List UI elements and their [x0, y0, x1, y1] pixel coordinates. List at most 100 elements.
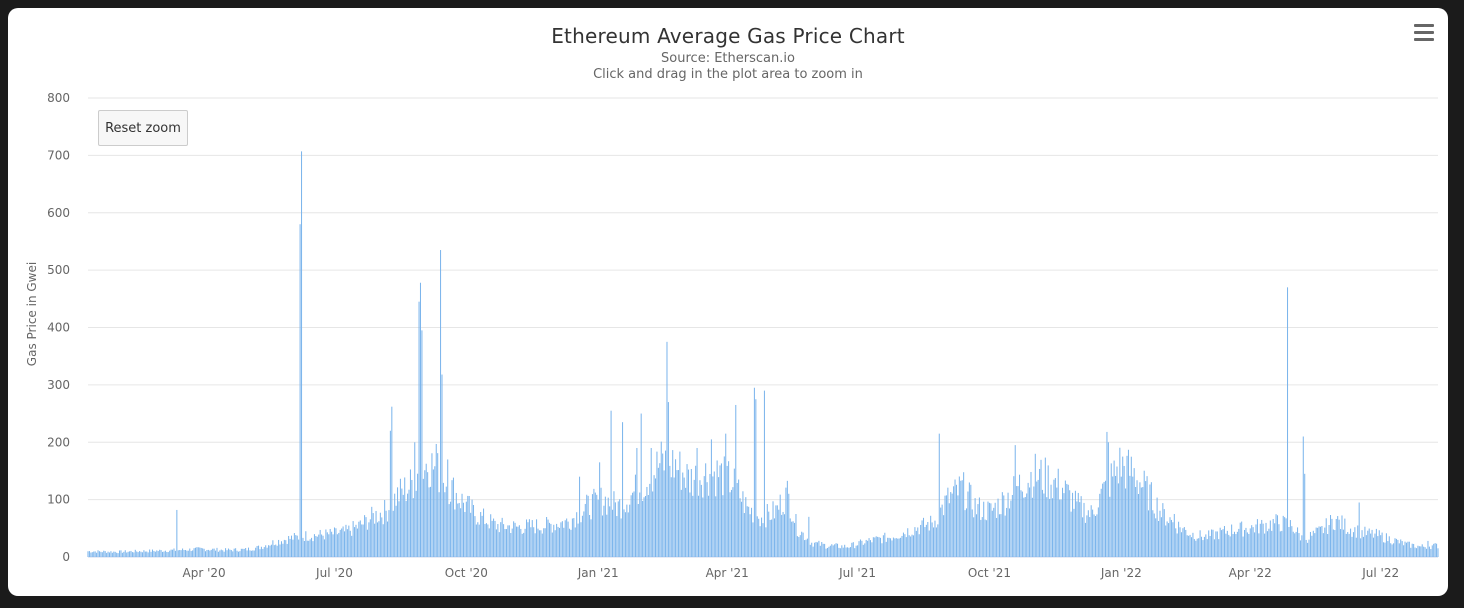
data-bar[interactable] [513, 521, 515, 557]
data-bar[interactable] [303, 540, 305, 557]
data-bar[interactable] [818, 540, 820, 557]
data-bar[interactable] [1328, 525, 1330, 557]
data-bar[interactable] [930, 515, 932, 557]
data-bar[interactable] [569, 528, 571, 557]
data-bar[interactable] [1070, 511, 1072, 557]
data-bar[interactable] [462, 502, 464, 557]
data-bar[interactable] [437, 453, 439, 557]
data-bar[interactable] [696, 447, 698, 557]
data-bar[interactable] [537, 528, 539, 557]
data-bar[interactable] [359, 520, 361, 557]
data-bar[interactable] [874, 537, 876, 557]
data-bar[interactable] [88, 551, 90, 557]
data-bar[interactable] [1132, 476, 1134, 557]
data-bar[interactable] [563, 527, 565, 557]
data-bar[interactable] [838, 547, 840, 557]
data-bar[interactable] [1024, 497, 1026, 557]
data-bar[interactable] [1196, 538, 1198, 557]
data-bar[interactable] [812, 546, 814, 557]
data-bar[interactable] [481, 515, 483, 557]
data-bar[interactable] [283, 539, 285, 557]
data-bar[interactable] [901, 535, 903, 557]
data-bar[interactable] [176, 509, 178, 557]
data-bar[interactable] [781, 514, 783, 557]
data-bar[interactable] [1423, 546, 1425, 557]
data-bar[interactable] [708, 495, 710, 557]
data-bar[interactable] [867, 540, 869, 557]
data-bar[interactable] [395, 505, 397, 557]
data-bar[interactable] [210, 549, 212, 557]
data-bar[interactable] [1066, 483, 1068, 557]
data-bar[interactable] [702, 497, 704, 557]
data-bar[interactable] [1340, 529, 1342, 557]
data-bar[interactable] [1268, 528, 1270, 557]
data-bar[interactable] [354, 527, 356, 557]
data-bar[interactable] [1218, 539, 1220, 557]
data-bar[interactable] [1342, 529, 1344, 557]
data-bar[interactable] [1195, 540, 1197, 557]
data-bar[interactable] [748, 506, 750, 557]
data-bar[interactable] [859, 539, 861, 557]
data-bar[interactable] [548, 522, 550, 557]
data-bar[interactable] [1374, 533, 1376, 557]
data-bar[interactable] [1147, 510, 1150, 557]
data-bar[interactable] [1180, 532, 1182, 557]
data-bar[interactable] [762, 523, 764, 557]
data-bar[interactable] [1190, 537, 1193, 557]
data-bar[interactable] [700, 484, 702, 557]
data-bar[interactable] [1275, 514, 1277, 557]
data-bar[interactable] [981, 517, 983, 557]
data-bar[interactable] [753, 387, 755, 557]
data-bar[interactable] [461, 493, 463, 557]
data-bar[interactable] [402, 494, 404, 557]
data-bar[interactable] [474, 516, 476, 557]
data-bar[interactable] [834, 544, 836, 557]
data-bar[interactable] [346, 529, 348, 557]
data-bar[interactable] [544, 528, 546, 557]
data-bar[interactable] [336, 534, 338, 557]
data-bar[interactable] [465, 501, 467, 557]
data-bar[interactable] [660, 441, 662, 557]
data-bar[interactable] [435, 443, 437, 557]
data-bar[interactable] [1361, 530, 1363, 557]
data-bar[interactable] [124, 550, 126, 557]
data-bar[interactable] [206, 549, 208, 557]
data-bar[interactable] [1337, 516, 1339, 557]
data-bar[interactable] [366, 529, 368, 557]
bar-series[interactable] [87, 151, 1439, 558]
data-bar[interactable] [557, 526, 559, 557]
data-bar[interactable] [637, 503, 639, 557]
data-bar[interactable] [676, 470, 678, 557]
data-bar[interactable] [944, 495, 946, 557]
data-bar[interactable] [728, 461, 730, 557]
data-bar[interactable] [1358, 502, 1360, 557]
data-bar[interactable] [1345, 533, 1347, 557]
data-bar[interactable] [1255, 524, 1257, 557]
data-bar[interactable] [1421, 544, 1423, 557]
data-bar[interactable] [786, 480, 788, 557]
data-bar[interactable] [329, 528, 331, 557]
data-bar[interactable] [963, 472, 965, 557]
data-bar[interactable] [356, 528, 358, 557]
data-bar[interactable] [425, 463, 427, 557]
data-bar[interactable] [1437, 548, 1439, 557]
data-bar[interactable] [1284, 517, 1286, 557]
data-bar[interactable] [431, 453, 433, 557]
data-bar[interactable] [739, 498, 741, 557]
data-bar[interactable] [845, 547, 847, 557]
data-bar[interactable] [464, 511, 466, 557]
data-bar[interactable] [114, 551, 116, 557]
data-bar[interactable] [517, 526, 519, 557]
data-bar[interactable] [500, 522, 502, 557]
data-bar[interactable] [1258, 533, 1260, 557]
data-bar[interactable] [286, 543, 288, 557]
data-bar[interactable] [914, 527, 916, 557]
data-bar[interactable] [247, 547, 250, 557]
data-bar[interactable] [877, 536, 879, 557]
data-bar[interactable] [213, 548, 215, 557]
data-bar[interactable] [996, 517, 998, 557]
data-bar[interactable] [955, 484, 957, 557]
data-bar[interactable] [1357, 525, 1359, 557]
data-bar[interactable] [187, 550, 189, 557]
data-bar[interactable] [1285, 518, 1287, 557]
